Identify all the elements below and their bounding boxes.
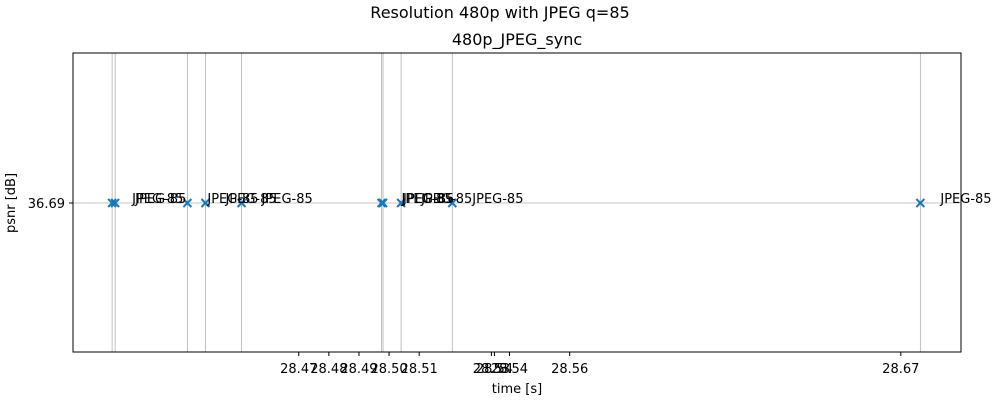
chart-title: 480p_JPEG_sync	[452, 30, 582, 50]
data-point-label: JPEG-85	[471, 192, 523, 207]
x-tick-label: 28.67	[882, 362, 919, 377]
data-point-label: JPEG-85	[420, 192, 472, 207]
data-point-marker	[396, 198, 406, 208]
x-axis-label: time [s]	[492, 382, 542, 397]
marker-stroke	[447, 198, 457, 208]
data-point-label: JPEG-85	[206, 192, 258, 207]
plot-area-frame	[72, 52, 962, 353]
x-tick-label: 28.49	[340, 362, 377, 377]
x-tick-label: 28.53	[473, 362, 510, 377]
x-tick-label: 28.47	[280, 362, 317, 377]
data-point-label: JPEG-85	[401, 192, 453, 207]
x-tick-label: 28.54	[476, 362, 513, 377]
data-point-marker	[182, 198, 193, 208]
marker-stroke	[110, 198, 120, 208]
y-axis-label: psnr [dB]	[4, 173, 19, 233]
data-point-label: JPEG-85	[224, 192, 276, 207]
data-point-label: JPEG-85	[402, 192, 454, 207]
marker-stroke	[378, 198, 388, 208]
x-tick-label: 28.51	[401, 362, 438, 377]
data-point-marker	[200, 198, 211, 208]
marker-stroke	[182, 198, 193, 208]
chart-suptitle: Resolution 480p with JPEG q=85	[370, 3, 629, 22]
marker-stroke	[915, 198, 926, 208]
x-tick-label: 28.50	[370, 362, 407, 377]
data-point-marker	[378, 198, 388, 208]
data-point-marker	[236, 198, 247, 208]
data-point-marker	[110, 198, 120, 208]
data-point-label: JPEG-85	[261, 192, 313, 207]
data-point-label: JPEG-85	[939, 192, 991, 207]
marker-stroke	[236, 198, 247, 208]
y-tick-label: 36.69	[28, 197, 65, 212]
marker-stroke	[376, 198, 387, 208]
marker-stroke	[107, 198, 117, 208]
data-point-marker	[376, 198, 387, 208]
data-point-label: JPEG-85	[131, 192, 183, 207]
x-tick-label: 28.56	[551, 362, 588, 377]
data-point-marker	[107, 198, 117, 208]
data-point-marker	[915, 198, 926, 208]
data-points	[107, 198, 926, 208]
data-point-marker	[447, 198, 457, 208]
x-tick-label: 28.48	[310, 362, 347, 377]
data-point-label: JPEG-85	[134, 192, 186, 207]
x-tick-label: 28.54	[491, 362, 528, 377]
marker-stroke	[396, 198, 406, 208]
marker-stroke	[200, 198, 211, 208]
